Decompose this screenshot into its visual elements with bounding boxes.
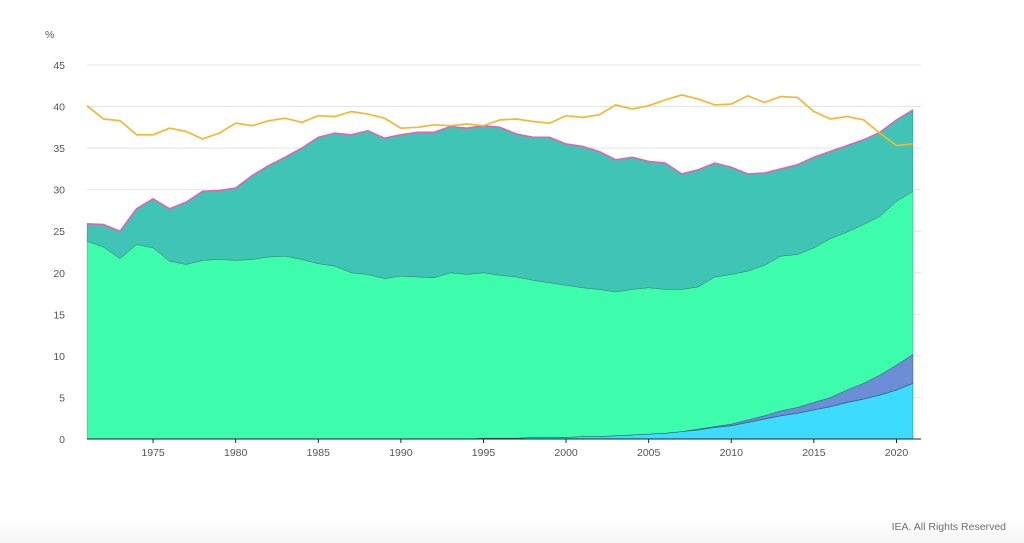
- y-tick-label: 20: [53, 268, 65, 280]
- y-axis-ticks: 0 5 10 15 20 25 30 35 40 45: [53, 60, 65, 446]
- y-tick-label: 45: [53, 60, 65, 72]
- y-tick-label: 40: [53, 102, 65, 114]
- x-tick-label: 1990: [389, 447, 413, 459]
- stack-total-outline: [86, 109, 914, 233]
- x-tick-label: 1985: [307, 447, 331, 459]
- x-axis-ticks: 1975 1980 1985 1990 1995 2000 2005 2010 2015 2020: [141, 439, 908, 459]
- y-tick-label: 0: [59, 434, 65, 446]
- x-tick-label: 1995: [472, 447, 496, 459]
- credit-text: IEA. All Rights Reserved: [891, 521, 1006, 533]
- x-tick-label: 2020: [885, 447, 909, 459]
- y-tick-label: 5: [59, 392, 65, 404]
- line-series: [86, 94, 914, 233]
- x-tick-label: 2000: [554, 447, 578, 459]
- line-series-1: [86, 94, 914, 147]
- y-axis-unit-label: %: [45, 29, 54, 41]
- y-tick-label: 35: [53, 143, 65, 155]
- x-tick-label: 1980: [224, 447, 248, 459]
- y-tick-label: 10: [53, 351, 65, 363]
- y-tick-label: 25: [53, 226, 65, 238]
- x-tick-label: 2010: [720, 447, 744, 459]
- stacked-areas: [86, 109, 914, 440]
- x-tick-label: 2015: [802, 447, 826, 459]
- x-tick-label: 1975: [141, 447, 165, 459]
- y-tick-label: 15: [53, 309, 65, 321]
- footer-bar: [0, 516, 1024, 543]
- y-tick-label: 30: [53, 185, 65, 197]
- x-tick-label: 2005: [637, 447, 661, 459]
